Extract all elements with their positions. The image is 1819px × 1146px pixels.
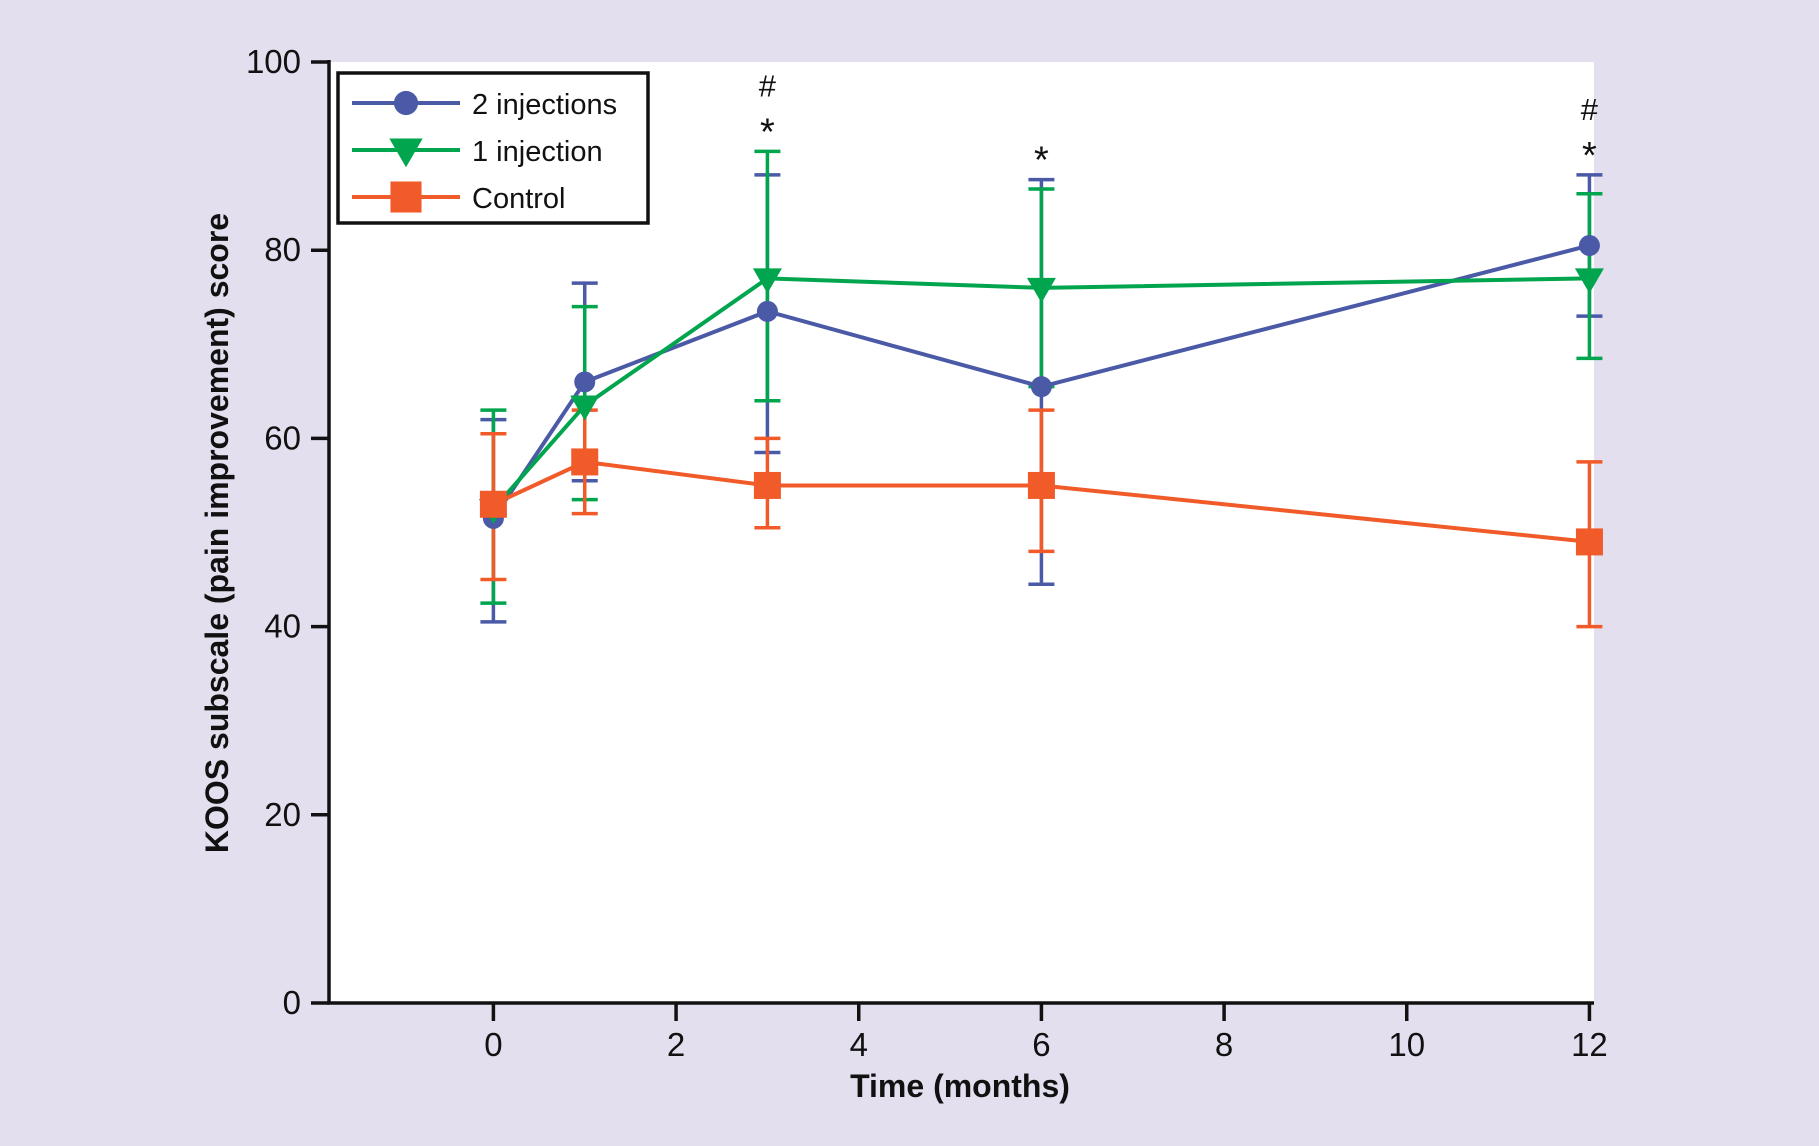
y-tick-label: 40 bbox=[264, 608, 301, 645]
data-marker-triangle-down bbox=[389, 138, 423, 168]
data-marker-square bbox=[1027, 471, 1055, 499]
data-marker-circle bbox=[756, 300, 778, 322]
annotation-asterisk: * bbox=[1582, 135, 1597, 177]
annotation-hash: # bbox=[759, 68, 777, 103]
data-marker-square bbox=[571, 448, 599, 476]
data-marker-square bbox=[479, 490, 507, 518]
data-marker-square bbox=[390, 181, 422, 213]
data-marker-circle bbox=[574, 371, 596, 393]
x-tick-label: 8 bbox=[1215, 1026, 1233, 1063]
x-tick-label: 10 bbox=[1388, 1026, 1425, 1063]
data-marker-triangle-down bbox=[570, 395, 600, 421]
annotation-asterisk: * bbox=[1034, 140, 1049, 182]
x-tick-label: 0 bbox=[484, 1026, 502, 1063]
x-axis-title: Time (months) bbox=[850, 1068, 1070, 1104]
x-tick-label: 12 bbox=[1571, 1026, 1608, 1063]
annotation-hash: # bbox=[1581, 92, 1599, 127]
data-marker-triangle-down bbox=[752, 268, 782, 294]
data-marker-triangle-down bbox=[1026, 277, 1056, 303]
x-tick-label: 6 bbox=[1032, 1026, 1050, 1063]
data-marker-square bbox=[1575, 528, 1603, 556]
data-marker-circle bbox=[1578, 234, 1600, 256]
y-axis-title: KOOS subscale (pain improvement) score bbox=[199, 213, 235, 853]
y-tick-label: 100 bbox=[246, 43, 301, 80]
x-tick-label: 4 bbox=[850, 1026, 868, 1063]
data-marker-circle bbox=[393, 90, 419, 116]
y-tick-label: 20 bbox=[264, 796, 301, 833]
legend-label-1-injection: 1 injection bbox=[472, 136, 603, 168]
annotation-asterisk: * bbox=[760, 111, 775, 153]
legend-label-2-injections: 2 injections bbox=[472, 89, 617, 121]
y-tick-label: 60 bbox=[264, 419, 301, 456]
data-marker-triangle-down bbox=[1574, 268, 1604, 294]
data-marker-circle bbox=[1030, 376, 1052, 398]
x-tick-label: 2 bbox=[667, 1026, 685, 1063]
y-tick-label: 80 bbox=[264, 231, 301, 268]
data-marker-square bbox=[753, 471, 781, 499]
legend-label-control: Control bbox=[472, 183, 566, 215]
y-tick-label: 0 bbox=[283, 984, 301, 1021]
